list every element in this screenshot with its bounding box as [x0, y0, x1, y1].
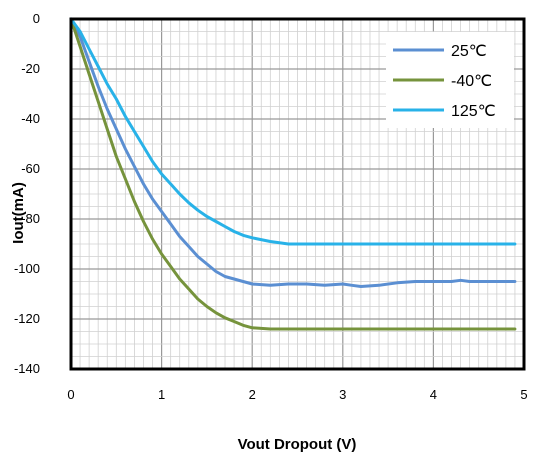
x-tick-label: 4	[430, 387, 437, 402]
y-tick-label: 0	[33, 11, 40, 26]
plot-area-frame	[69, 17, 526, 371]
series-line	[69, 17, 517, 246]
legend: 25℃ -40℃ 125℃	[386, 32, 514, 128]
y-tick-label: -120	[14, 311, 40, 326]
x-tick-labels: 0 1 2 3 4 5	[67, 387, 527, 402]
y-tick-label: -100	[14, 261, 40, 276]
x-tick-label: 1	[158, 387, 165, 402]
series-layer	[69, 17, 517, 331]
legend-label: 125℃	[451, 103, 496, 120]
x-tick-label: 3	[339, 387, 346, 402]
y-tick-label: -60	[21, 161, 40, 176]
y-tick-labels: 0 -20 -40 -60 -80 -100 -120 -140	[14, 11, 40, 376]
y-tick-label: -140	[14, 361, 40, 376]
y-tick-label: -40	[21, 111, 40, 126]
y-tick-label: -80	[21, 211, 40, 226]
series-line	[69, 17, 517, 288]
grid-lines	[71, 19, 524, 369]
x-axis-title: Vout Dropout (V)	[238, 436, 357, 453]
x-tick-label: 0	[67, 387, 74, 402]
x-tick-label: 2	[249, 387, 256, 402]
legend-label: 25℃	[451, 43, 487, 60]
legend-label: -40℃	[451, 73, 492, 90]
x-tick-label: 5	[520, 387, 527, 402]
series-line	[69, 17, 517, 331]
y-tick-label: -20	[21, 61, 40, 76]
y-axis-title: Iout(mA)	[10, 182, 27, 244]
